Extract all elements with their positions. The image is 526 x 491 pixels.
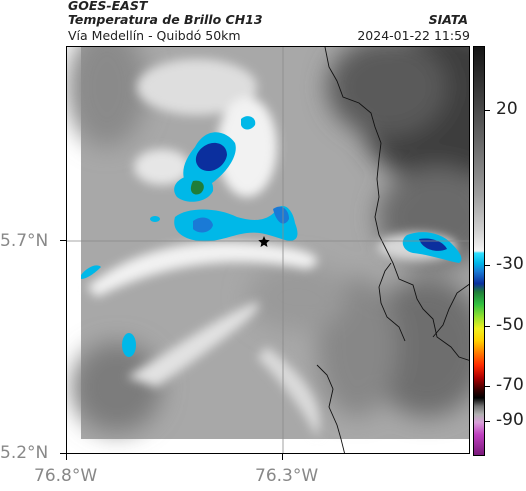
lat-tick [60, 453, 66, 454]
lat-label: 5.2°N [0, 443, 49, 463]
datetime-label: 2024-01-22 11:59 [357, 28, 470, 43]
colorbar-tick [485, 386, 490, 387]
lat-label: 5.7°N [0, 231, 49, 251]
product-title: Temperatura de Brillo CH13 [68, 12, 263, 27]
satellite-name: GOES-EAST [68, 0, 148, 13]
colorbar-tick [485, 421, 490, 422]
organization-label: SIATA [428, 12, 468, 27]
lat-lon-gridlines [67, 47, 469, 453]
colorbar-tick [485, 326, 490, 327]
lon-label: 76.3°W [255, 466, 319, 486]
colorbar-label: -70 [496, 375, 524, 395]
lat-tick [60, 240, 66, 241]
temperature-colorbar [473, 46, 485, 456]
route-subtitle: Vía Medellín - Quibdó 50km [68, 28, 241, 43]
colorbar-label: -30 [496, 254, 524, 274]
colorbar-label: -90 [496, 410, 524, 430]
colorbar-tick [485, 265, 490, 266]
map-canvas [67, 47, 469, 453]
colorbar-label: 20 [496, 99, 518, 119]
colorbar-tick [485, 110, 490, 111]
star-icon [258, 236, 270, 247]
satellite-map[interactable] [66, 46, 470, 454]
lon-label: 76.8°W [34, 466, 98, 486]
lon-tick [66, 454, 67, 460]
location-marker [258, 236, 270, 247]
lon-tick [282, 454, 283, 460]
territorial-borders [316, 47, 469, 453]
satellite-imagery [67, 47, 469, 439]
cold-cloud-tops [81, 116, 462, 357]
colorbar-label: -50 [496, 315, 524, 335]
